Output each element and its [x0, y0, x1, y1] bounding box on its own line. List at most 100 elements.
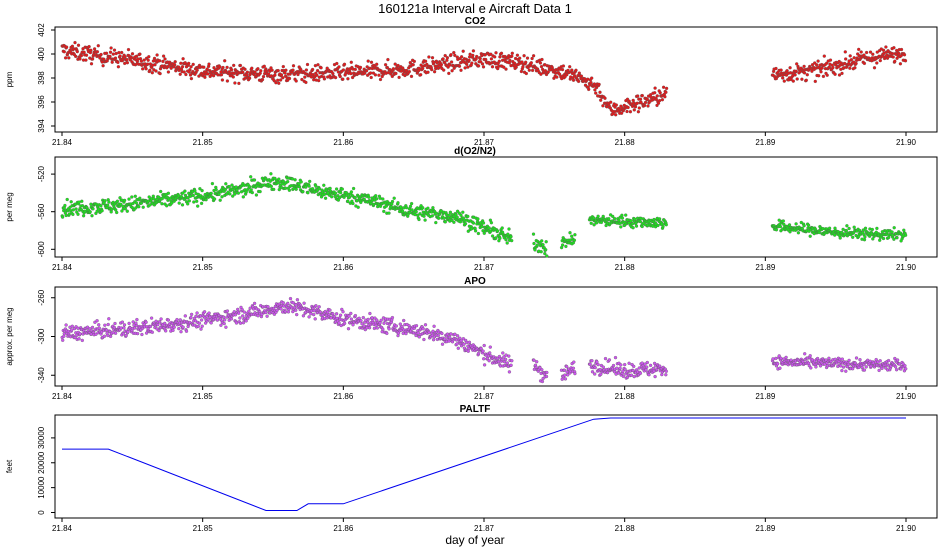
data-point	[340, 187, 344, 191]
data-point	[640, 93, 644, 98]
data-point	[106, 333, 110, 338]
data-point	[187, 61, 191, 66]
data-point	[99, 204, 103, 208]
data-point	[794, 222, 798, 226]
data-point	[621, 374, 626, 379]
x-tick-label: 21.89	[755, 138, 776, 147]
data-point	[853, 66, 857, 70]
data-point	[292, 305, 297, 310]
data-point	[500, 226, 504, 230]
data-point	[131, 320, 135, 324]
data-point	[64, 323, 68, 327]
data-point	[632, 108, 636, 112]
data-point	[453, 332, 457, 336]
data-point	[817, 74, 821, 78]
data-point	[895, 236, 899, 240]
data-point	[475, 54, 479, 59]
data-point	[459, 213, 463, 217]
data-point	[378, 196, 382, 200]
data-point	[904, 367, 908, 371]
data-point	[124, 333, 128, 338]
data-point	[784, 355, 788, 360]
data-point	[368, 71, 373, 75]
data-point	[512, 61, 517, 65]
data-point	[166, 70, 171, 74]
data-point	[574, 68, 578, 72]
data-point	[379, 318, 383, 322]
data-point	[540, 239, 544, 243]
figure-title: 160121a Interval e Aircraft Data 1	[378, 1, 572, 16]
data-point	[353, 313, 358, 318]
data-point	[808, 234, 812, 238]
data-point	[349, 190, 354, 194]
data-point	[592, 216, 596, 220]
data-point	[593, 88, 597, 92]
data-point	[196, 324, 200, 329]
data-point	[149, 316, 154, 320]
data-point	[494, 236, 498, 240]
data-point	[469, 227, 474, 231]
data-point	[123, 55, 127, 59]
y-tick-label: 10000	[37, 476, 46, 499]
data-point	[872, 66, 877, 70]
data-point	[253, 70, 257, 74]
data-point	[638, 97, 643, 101]
data-point	[63, 203, 67, 208]
data-point	[179, 330, 183, 334]
data-point	[467, 340, 472, 344]
data-point	[189, 65, 193, 69]
data-point	[893, 59, 897, 63]
data-point	[447, 71, 451, 76]
data-point	[349, 60, 353, 64]
data-point	[70, 328, 74, 332]
data-point	[382, 321, 386, 325]
data-point	[535, 243, 539, 247]
data-point	[655, 94, 659, 98]
data-point	[283, 309, 288, 314]
data-point	[302, 301, 306, 305]
data-point	[295, 312, 299, 317]
data-point	[175, 317, 179, 322]
data-point	[229, 68, 234, 72]
data-point	[544, 240, 548, 244]
data-point	[91, 207, 95, 211]
data-point	[840, 71, 844, 76]
data-point	[892, 46, 896, 50]
data-point	[294, 308, 298, 312]
data-point	[219, 323, 223, 327]
x-tick-label: 21.88	[615, 524, 636, 533]
data-point	[615, 366, 619, 370]
data-point	[658, 91, 662, 95]
data-point	[194, 314, 198, 318]
data-point	[568, 231, 572, 235]
data-point	[287, 76, 292, 81]
data-point	[618, 366, 622, 370]
data-point	[847, 226, 851, 231]
data-point	[838, 236, 842, 240]
data-point	[180, 203, 185, 207]
data-point	[531, 232, 536, 236]
data-point	[300, 77, 304, 82]
data-point	[356, 205, 360, 209]
data-point	[598, 90, 602, 94]
data-point	[189, 312, 194, 317]
data-point	[119, 202, 123, 206]
data-point	[227, 184, 231, 189]
panel-title: d(O2/N2)	[454, 146, 496, 157]
data-point	[489, 221, 494, 225]
data-point	[236, 191, 241, 195]
data-point	[452, 50, 456, 55]
data-point	[337, 321, 341, 325]
y-tick-label: 402	[37, 23, 46, 37]
data-point	[291, 309, 295, 314]
data-point	[146, 58, 150, 62]
data-point	[238, 321, 243, 325]
data-point	[160, 202, 164, 206]
data-point	[294, 79, 298, 83]
data-point	[88, 210, 92, 214]
data-point	[619, 111, 624, 115]
data-point	[110, 60, 114, 64]
data-point	[774, 66, 778, 71]
data-point	[75, 333, 79, 337]
data-point	[423, 323, 428, 327]
